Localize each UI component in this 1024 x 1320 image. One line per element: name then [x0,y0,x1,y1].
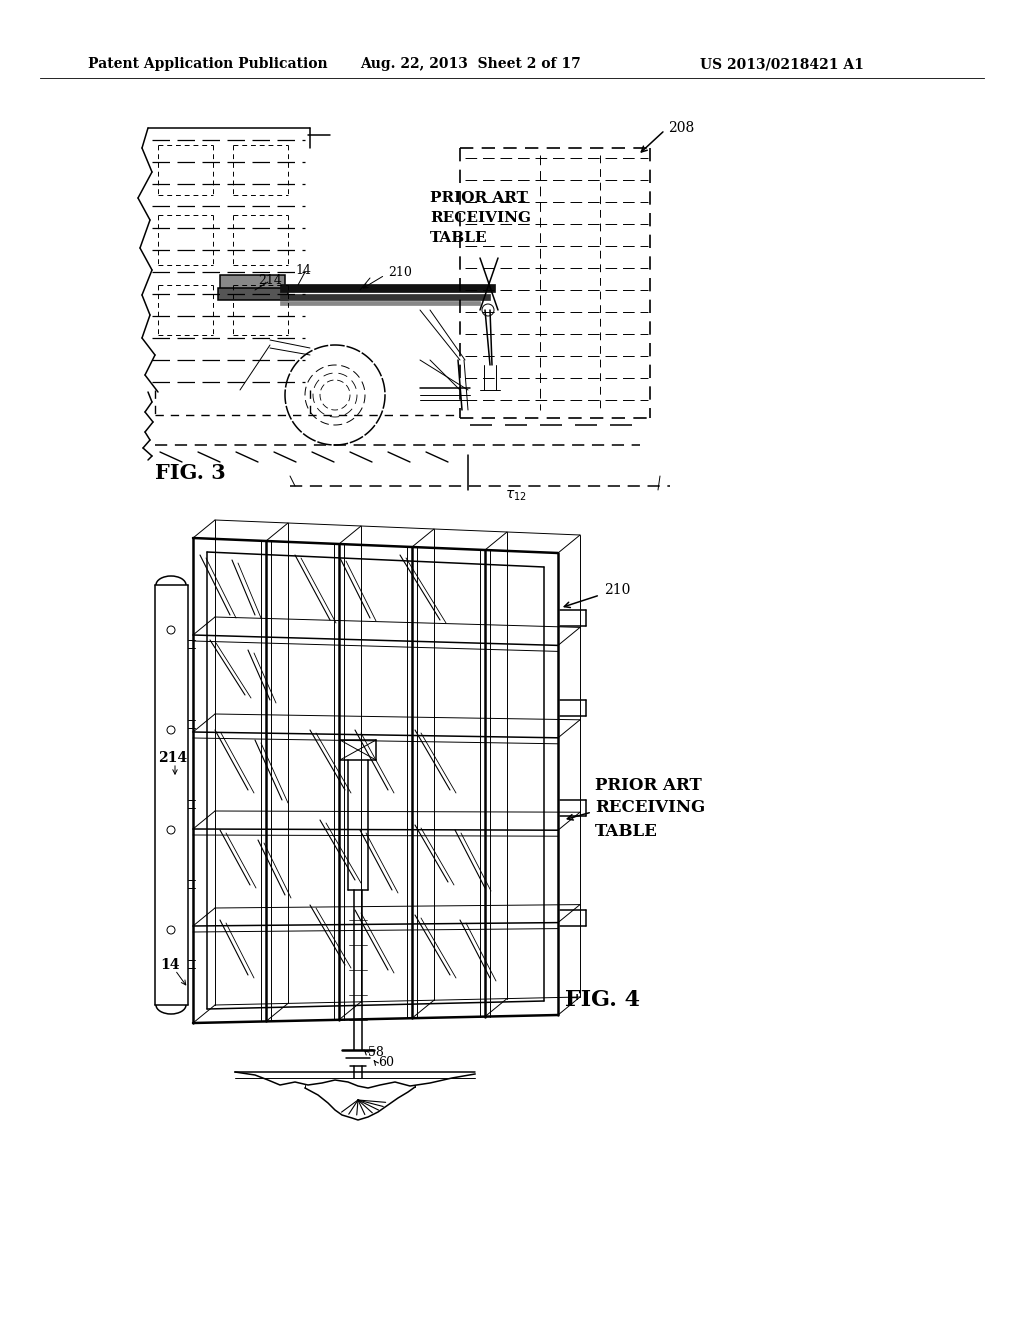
Bar [280,284,495,292]
Text: 14: 14 [160,958,179,972]
Text: 214: 214 [158,751,187,766]
Text: FIG. 3: FIG. 3 [155,463,225,483]
Text: 214: 214 [258,273,282,286]
Text: $\tau_{12}$: $\tau_{12}$ [505,488,526,503]
Text: TABLE: TABLE [430,231,487,246]
Bar [280,301,480,305]
Text: TABLE: TABLE [595,822,657,840]
Bar [218,288,288,300]
Bar [220,275,285,294]
Text: PRIOR ART: PRIOR ART [595,776,701,793]
Text: US 2013/0218421 A1: US 2013/0218421 A1 [700,57,864,71]
Text: 210: 210 [388,265,412,279]
Text: PRIOR ART: PRIOR ART [430,191,528,205]
Text: 60: 60 [378,1056,394,1068]
Text: FIG. 4: FIG. 4 [565,989,640,1011]
Text: RECEIVING: RECEIVING [595,800,706,817]
Text: Aug. 22, 2013  Sheet 2 of 17: Aug. 22, 2013 Sheet 2 of 17 [360,57,581,71]
Text: 210: 210 [604,583,631,597]
Text: Patent Application Publication: Patent Application Publication [88,57,328,71]
Text: 14: 14 [295,264,311,276]
Text: RECEIVING: RECEIVING [430,211,531,224]
Text: 208: 208 [668,121,694,135]
Bar [280,294,490,300]
Text: 58: 58 [368,1045,384,1059]
